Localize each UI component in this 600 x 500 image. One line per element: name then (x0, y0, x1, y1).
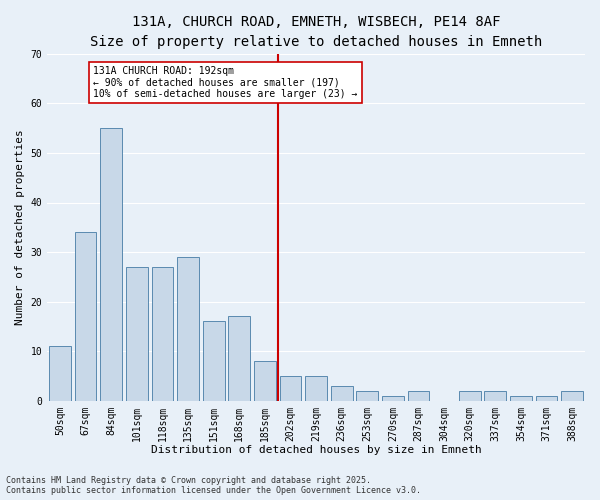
Bar (459, 391, 481, 400)
Y-axis label: Number of detached properties: Number of detached properties (15, 130, 25, 325)
Bar (100, 128, 122, 400)
Bar (280, 376, 301, 400)
Bar (484, 391, 506, 400)
Bar (254, 361, 276, 401)
Bar (562, 391, 583, 400)
Bar (536, 396, 557, 400)
Bar (382, 396, 404, 400)
Text: Contains HM Land Registry data © Crown copyright and database right 2025.
Contai: Contains HM Land Registry data © Crown c… (6, 476, 421, 495)
X-axis label: Distribution of detached houses by size in Emneth: Distribution of detached houses by size … (151, 445, 481, 455)
Bar (305, 376, 327, 400)
Bar (152, 267, 173, 400)
Bar (407, 391, 430, 400)
Bar (331, 386, 353, 400)
Bar (74, 232, 97, 400)
Bar (229, 316, 250, 400)
Bar (356, 391, 378, 400)
Bar (177, 257, 199, 400)
Title: 131A, CHURCH ROAD, EMNETH, WISBECH, PE14 8AF
Size of property relative to detach: 131A, CHURCH ROAD, EMNETH, WISBECH, PE14… (90, 15, 542, 48)
Bar (203, 322, 224, 400)
Bar (49, 346, 71, 401)
Bar (126, 267, 148, 400)
Bar (510, 396, 532, 400)
Text: 131A CHURCH ROAD: 192sqm
← 90% of detached houses are smaller (197)
10% of semi-: 131A CHURCH ROAD: 192sqm ← 90% of detach… (93, 66, 358, 100)
